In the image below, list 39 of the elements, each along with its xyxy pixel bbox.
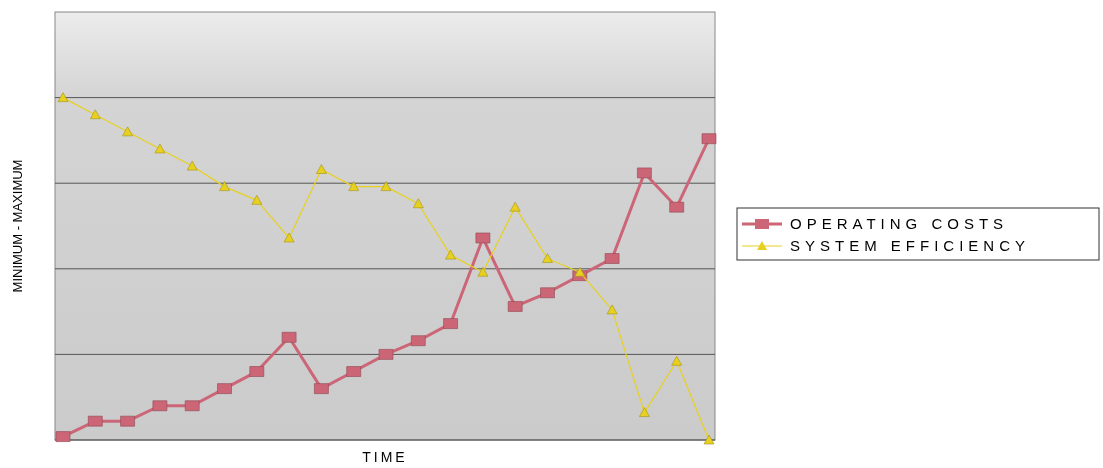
point (251, 195, 263, 205)
point (217, 383, 232, 394)
point (122, 126, 133, 137)
point (283, 232, 295, 243)
point (411, 335, 426, 346)
legend-label: OPERATING COSTS (790, 215, 1009, 232)
point (540, 287, 555, 299)
point (184, 400, 200, 412)
point (316, 164, 327, 174)
point (88, 415, 103, 427)
point (152, 400, 168, 412)
point (606, 304, 618, 315)
point (281, 331, 297, 343)
point (120, 415, 135, 427)
point (348, 181, 359, 191)
point (509, 201, 521, 212)
point (445, 249, 456, 260)
point (413, 198, 424, 209)
point (186, 160, 198, 171)
point (669, 201, 684, 213)
point (57, 92, 69, 102)
point (671, 355, 682, 366)
point (90, 109, 101, 120)
y-axis-title: MINIMUM - MAXIMUM (10, 159, 25, 293)
x-axis-title: TIME (362, 449, 408, 465)
point (346, 366, 361, 377)
point (477, 266, 489, 277)
point (542, 253, 553, 263)
point (637, 167, 652, 179)
point (219, 181, 230, 191)
point (475, 232, 491, 244)
point (314, 383, 329, 394)
point (639, 407, 650, 417)
point (154, 143, 166, 154)
point (574, 266, 586, 277)
legend-label: SYSTEM EFFICIENCY (790, 237, 1031, 254)
point (703, 434, 715, 445)
point (380, 181, 392, 191)
point (443, 318, 458, 329)
